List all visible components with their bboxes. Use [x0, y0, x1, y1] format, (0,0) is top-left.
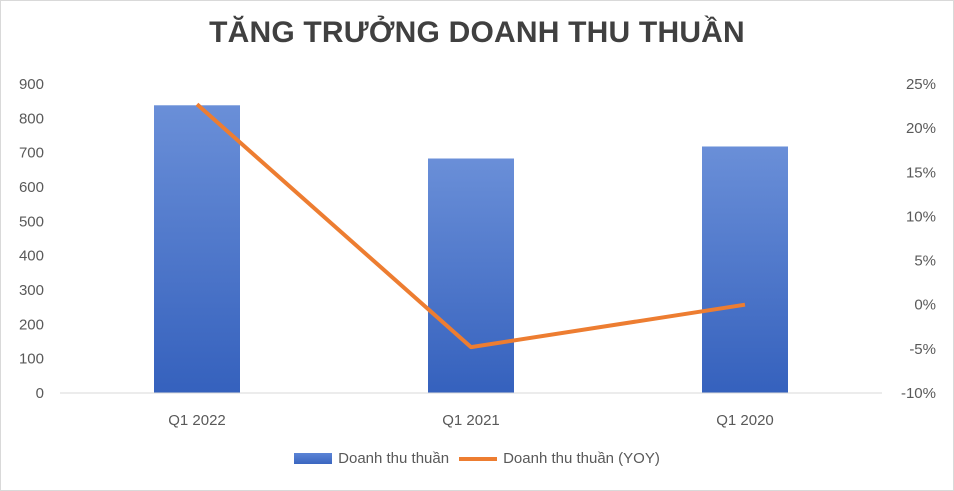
- x-tick-label: Q1 2022: [168, 412, 226, 429]
- chart-title: TĂNG TRƯỞNG DOANH THU THUẦN: [209, 16, 745, 49]
- y-left-tick-label: 400: [19, 248, 44, 265]
- y-left-tick-label: 300: [19, 282, 44, 299]
- y-left-tick-label: 700: [19, 145, 44, 162]
- y-left-tick-label: 200: [19, 316, 44, 333]
- y-left-tick-label: 100: [19, 351, 44, 368]
- y-left-tick-label: 0: [36, 385, 44, 402]
- bar: [154, 105, 240, 393]
- legend-item-bar: Doanh thu thuần: [294, 450, 449, 467]
- legend: Doanh thu thuần Doanh thu thuần (YOY): [0, 450, 954, 467]
- y-right-tick-label: 15%: [906, 164, 936, 181]
- legend-swatch-bar: [294, 453, 333, 464]
- x-tick-label: Q1 2020: [716, 412, 774, 429]
- bar: [428, 158, 514, 393]
- y-right-tick-label: 10%: [906, 208, 936, 225]
- x-tick-label: Q1 2021: [442, 412, 500, 429]
- y-right-tick-label: 20%: [906, 120, 936, 137]
- legend-item-line: Doanh thu thuần (YOY): [459, 450, 660, 467]
- y-right-tick-label: -10%: [901, 385, 936, 402]
- y-left-tick-label: 800: [19, 110, 44, 127]
- legend-label-bar: Doanh thu thuần: [338, 450, 450, 467]
- bar: [702, 146, 788, 393]
- y-left-tick-label: 600: [19, 179, 44, 196]
- legend-label-line: Doanh thu thuần (YOY): [503, 450, 660, 467]
- y-right-tick-label: -5%: [909, 341, 936, 358]
- y-left-tick-label: 500: [19, 213, 44, 230]
- yoy-series-line: [195, 102, 746, 350]
- y-right-tick-label: 0%: [914, 297, 936, 314]
- y-right-tick-label: 25%: [906, 76, 936, 93]
- y-left-tick-label: 900: [19, 76, 44, 93]
- y-right-tick-label: 5%: [914, 253, 936, 270]
- legend-swatch-line: [459, 456, 498, 461]
